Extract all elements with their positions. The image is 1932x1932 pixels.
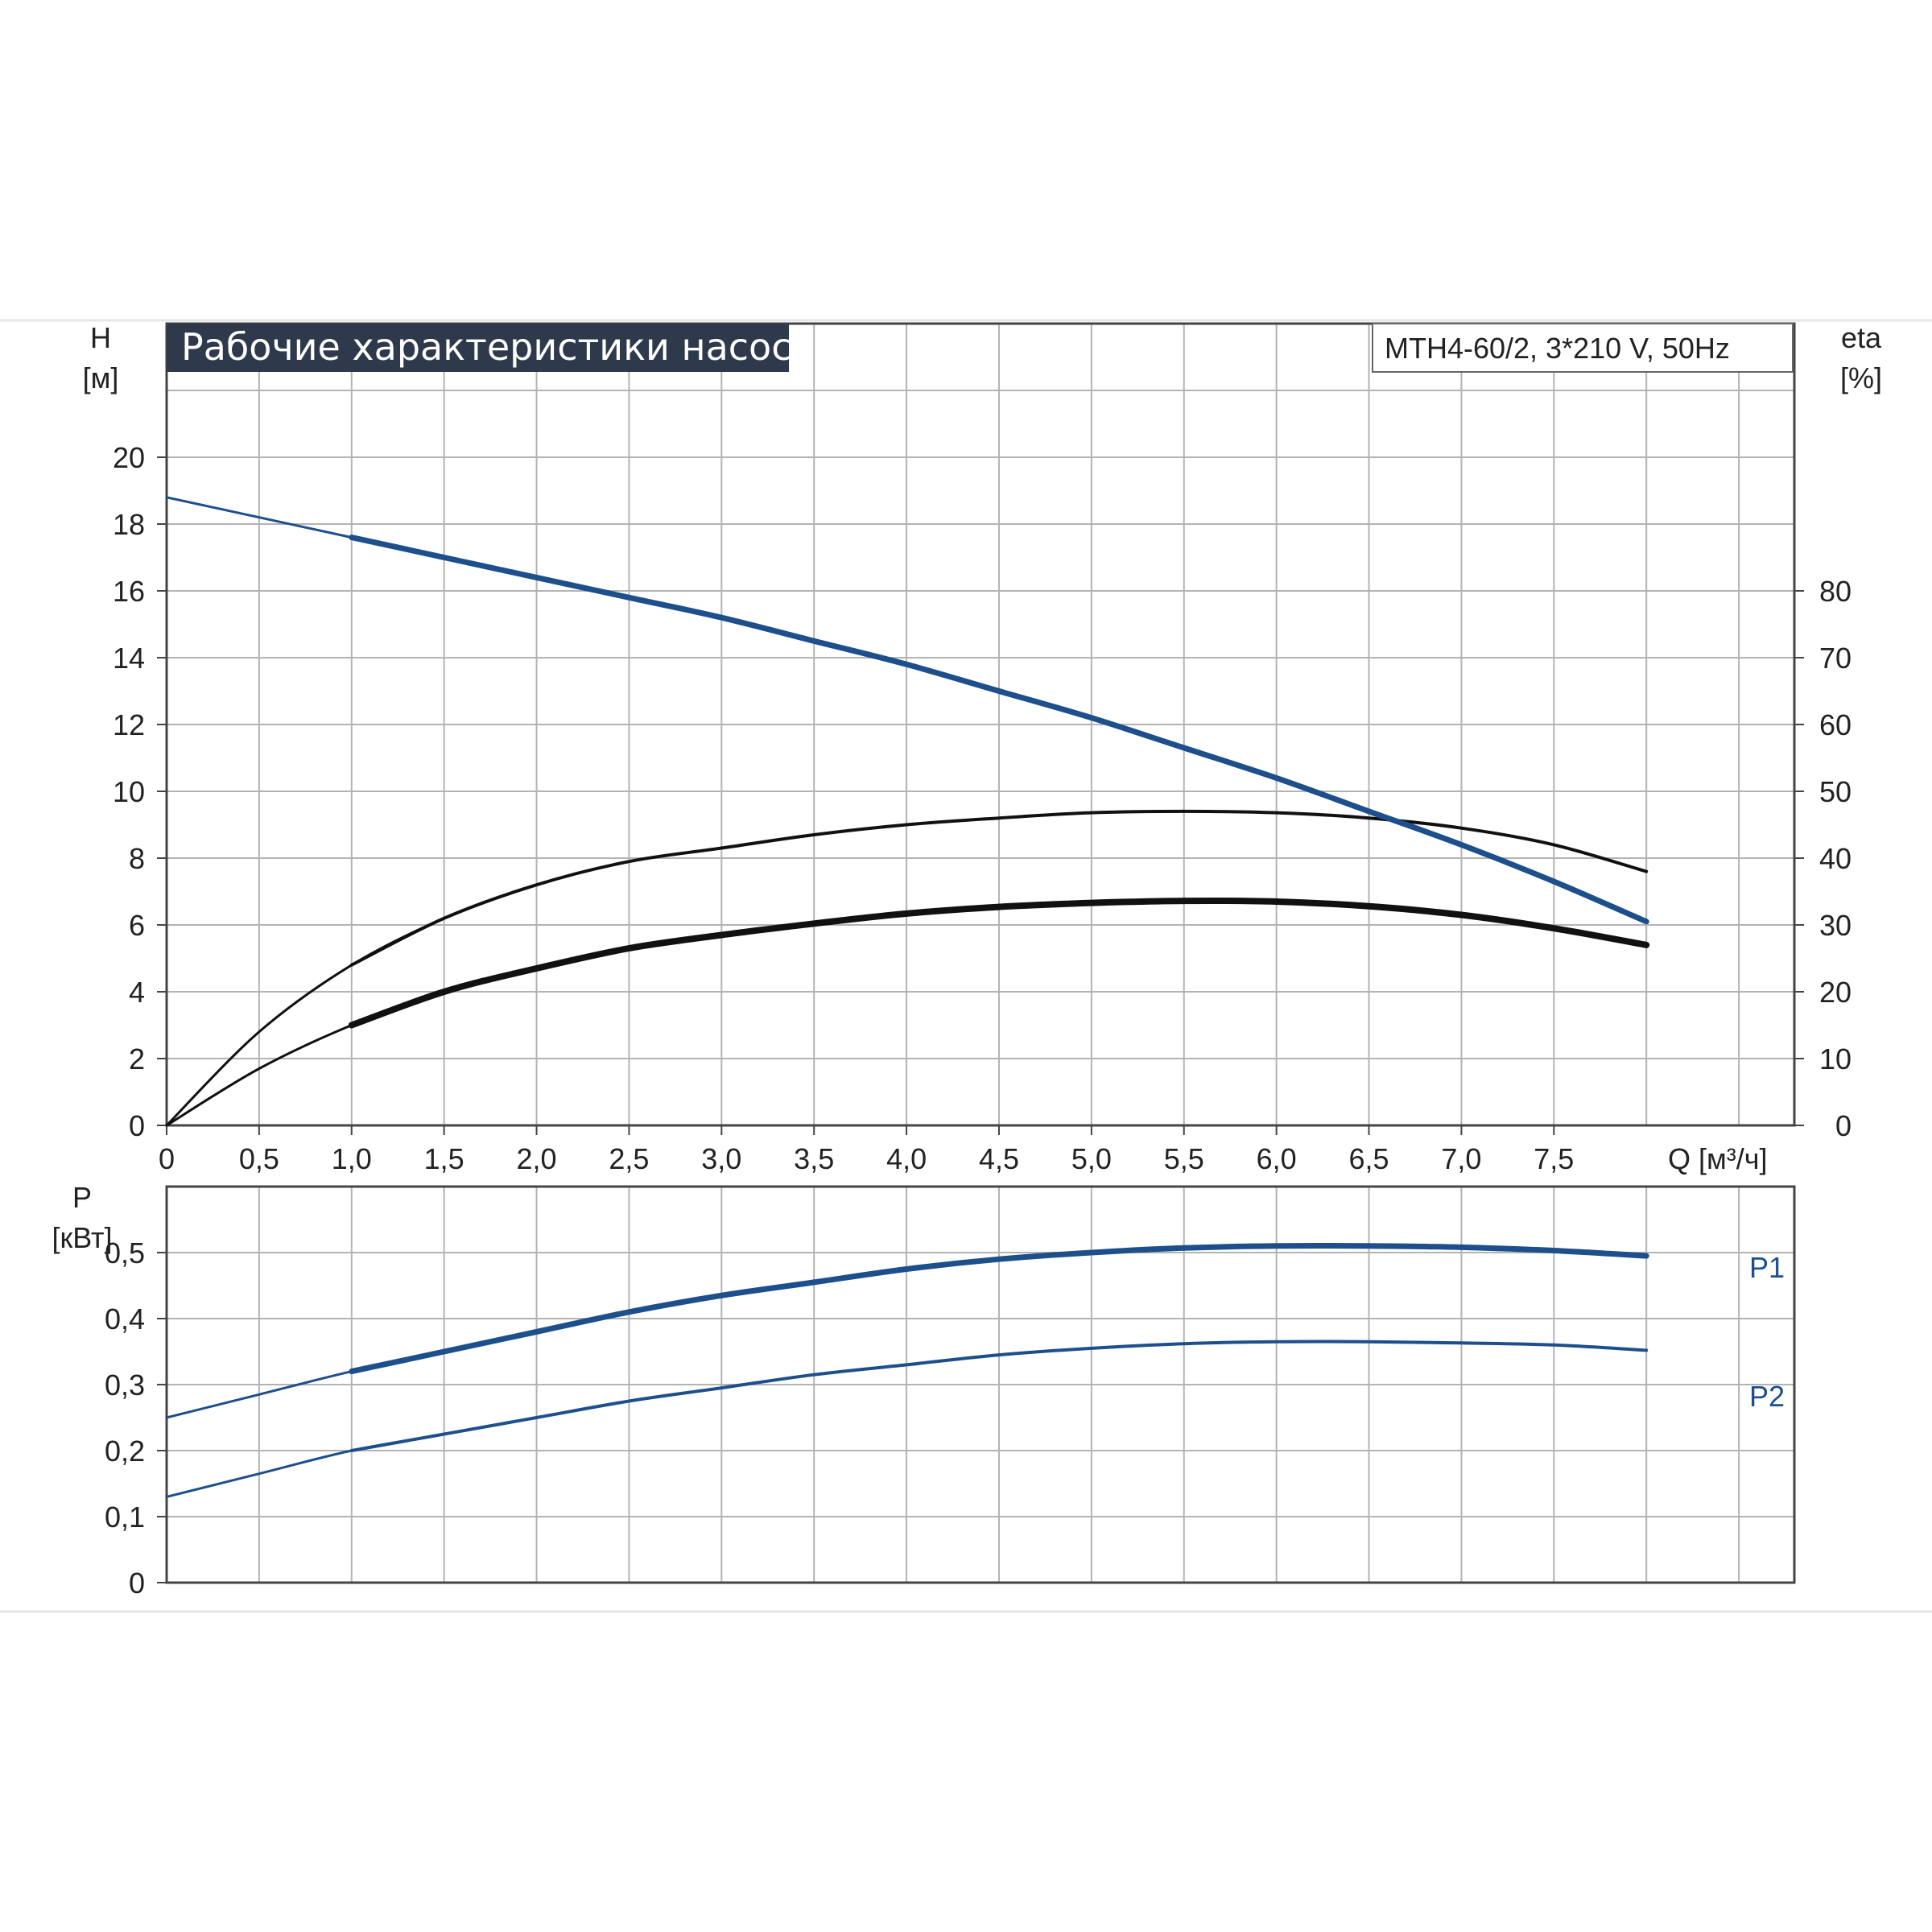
y-tick-label: 16 (113, 575, 145, 608)
efficiency-curve-lower-line-operating (348, 897, 1650, 1029)
y-tick-label: 12 (113, 708, 145, 741)
y2-tick-label: 0 (1835, 1109, 1852, 1142)
x-tick-label: 3,0 (701, 1142, 741, 1175)
head-axis-label: H (90, 321, 111, 354)
bottom-series (165, 1243, 1649, 1498)
p-tick-label: 0,5 (105, 1236, 145, 1269)
power-axis-label: P (72, 1181, 92, 1214)
y-tick-label: 0 (129, 1109, 145, 1142)
x-tick-label: 2,5 (609, 1142, 649, 1175)
p-tick-label: 0,3 (105, 1368, 145, 1402)
x-tick-label: 6,5 (1348, 1142, 1389, 1175)
x-tick-label: 5,5 (1164, 1142, 1204, 1175)
x-tick-label: 4,0 (886, 1142, 927, 1175)
x-tick-label: 1,5 (424, 1142, 464, 1175)
p-tick-label: 0 (129, 1567, 145, 1600)
x-tick-label: 3,5 (794, 1142, 834, 1175)
model-box (1372, 323, 1794, 373)
y2-tick-label: 20 (1819, 976, 1852, 1009)
p1-curve-line-operating (349, 1243, 1649, 1375)
head-axis-unit: [м] (83, 361, 119, 394)
x-tick-label: 0,5 (239, 1142, 279, 1175)
y2-tick-label: 50 (1819, 775, 1852, 808)
x-tick-label: 1,0 (332, 1142, 372, 1175)
x-tick-label: 0 (159, 1142, 175, 1175)
efficiency-axis-unit: [%] (1840, 361, 1882, 394)
x-tick-label: 4,5 (979, 1142, 1019, 1175)
y-tick-label: 18 (113, 508, 145, 541)
p2-curve-line-operating (349, 1340, 1649, 1452)
flow-axis-label: Q [м³/ч] (1668, 1142, 1768, 1175)
x-tick-label: 7,5 (1534, 1142, 1574, 1175)
series-label-p2: P2 (1749, 1380, 1785, 1413)
p-tick-label: 0,2 (105, 1435, 145, 1468)
title-banner (167, 324, 789, 372)
x-tick-label: 6,0 (1257, 1142, 1297, 1175)
y-tick-label: 4 (129, 976, 145, 1009)
y2-tick-label: 10 (1819, 1042, 1852, 1075)
bottom-tick-labels: 0 0,1 0,2 0,3 0,4 0,5 (105, 1236, 167, 1600)
y-tick-label: 10 (113, 775, 145, 808)
efficiency-curve-upper-line-operating (349, 809, 1649, 967)
x-tick-label: 5,0 (1071, 1142, 1112, 1175)
x-tick-label: 7,0 (1441, 1142, 1481, 1175)
y2-tick-label: 30 (1819, 909, 1852, 942)
top-series (165, 496, 1650, 1127)
y2-tick-label: 60 (1819, 708, 1852, 741)
y-tick-label: 8 (129, 842, 145, 875)
top-tick-labels: 0 0,5 1,0 1,5 2,0 2,5 3,0 3,5 4,0 4,5 5,0 5,5 6,0 6,5… (113, 441, 1852, 1175)
bottom-grid (167, 1187, 1794, 1583)
y-tick-label: 2 (129, 1042, 145, 1075)
y2-tick-label: 80 (1819, 575, 1852, 608)
y-tick-label: 20 (113, 441, 145, 474)
p-tick-label: 0,4 (105, 1302, 145, 1335)
power-axis-unit: [кВт] (52, 1221, 112, 1254)
y-tick-label: 6 (129, 909, 145, 942)
head-curve-line-operating (349, 535, 1649, 925)
x-tick-label: 2,0 (517, 1142, 557, 1175)
chart-title: Рабочие характеристики насоса (181, 325, 815, 369)
y-tick-label: 14 (113, 642, 145, 675)
y2-tick-label: 40 (1819, 842, 1852, 875)
model-label: MTH4-60/2, 3*210 V, 50Hz (1385, 332, 1730, 365)
series-label-p1: P1 (1749, 1251, 1785, 1284)
y2-tick-label: 70 (1819, 642, 1852, 675)
p-tick-label: 0,1 (105, 1501, 145, 1534)
efficiency-axis-label: eta (1841, 321, 1882, 354)
